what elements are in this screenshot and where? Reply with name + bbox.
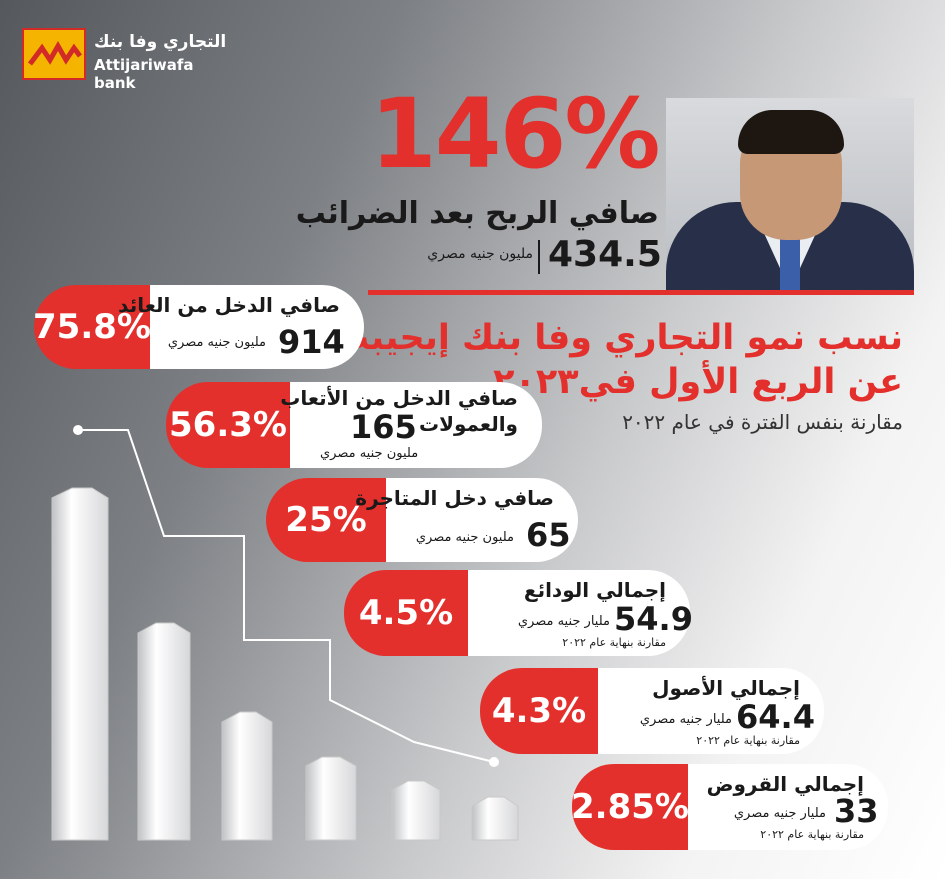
stat-card-label: صافي الدخل من الأتعاب	[280, 386, 518, 410]
net-profit-growth: 146%	[370, 78, 661, 190]
bank-logo: التجاري وفا بنك Attijariwafa bank	[22, 26, 232, 92]
divider	[538, 240, 540, 274]
stat-card-pct: 2.85%	[571, 764, 689, 850]
stat-card-body: صافي الدخل من العائد 914 مليون جنيه مصري	[118, 285, 364, 369]
stat-card-pct: 56.3%	[166, 382, 290, 468]
stat-card-label: صافي الدخل من العائد	[118, 293, 340, 317]
page-title-line1: نسب نمو التجاري وفا بنك إيجيبت	[333, 318, 903, 358]
stat-card-unit: مليون جنيه مصري	[415, 530, 514, 545]
stat-card-fee-income: 56.3% صافي الدخل من الأتعاب والعمولات 16…	[166, 382, 542, 468]
stat-card-pct: 75.8%	[33, 285, 151, 369]
stat-card-unit: مليار جنيه مصري	[733, 806, 826, 821]
stat-card-interest-income: 75.8% صافي الدخل من العائد 914 مليون جني…	[33, 285, 364, 369]
stat-card-label: إجمالي القروض	[706, 772, 864, 796]
stat-card-label: إجمالي الودائع	[523, 578, 666, 602]
stat-card-trading-income: 25% صافي دخل المتاجرة 65 مليون جنيه مصري	[266, 478, 578, 562]
stat-card-value: 65	[526, 516, 571, 554]
stat-card-comparison-note: مقارنة بنهاية عام ٢٠٢٢	[760, 828, 864, 841]
stat-card-value: 54.9	[614, 600, 693, 638]
stat-card-unit: مليار جنيه مصري	[517, 614, 610, 629]
stat-card-pct: 4.5%	[344, 570, 468, 656]
net-profit-unit: مليون جنيه مصري	[427, 246, 533, 262]
stat-card-pct: 4.3%	[480, 668, 598, 754]
stat-card-body: إجمالي القروض 33 مليار جنيه مصري مقارنة …	[688, 764, 888, 850]
stat-card-unit: مليار جنيه مصري	[639, 712, 732, 727]
stat-card-value: 914	[278, 323, 345, 361]
stat-card-pct: 25%	[266, 478, 386, 562]
net-profit-label: صافي الربح بعد الضرائب	[295, 196, 659, 231]
stat-card-body: إجمالي الأصول 64.4 مليار جنيه مصري مقارن…	[598, 668, 824, 754]
page-subtitle: مقارنة بنفس الفترة في عام ٢٠٢٢	[622, 410, 903, 434]
stat-card-deposits: 4.5% إجمالي الودائع 54.9 مليار جنيه مصري…	[344, 570, 693, 656]
stat-card-body: صافي دخل المتاجرة 65 مليون جنيه مصري	[355, 478, 578, 562]
stat-card-label: إجمالي الأصول	[652, 676, 800, 700]
logo-english-text: Attijariwafa bank	[94, 56, 194, 92]
stat-card-body: إجمالي الودائع 54.9 مليار جنيه مصري مقار…	[468, 570, 693, 656]
net-profit-value: 434.5	[548, 234, 662, 275]
stat-card-value: 165	[350, 408, 417, 446]
stat-card-loans: 2.85% إجمالي القروض 33 مليار جنيه مصري م…	[571, 764, 888, 850]
page-title-line2: عن الربع الأول في٢٠٢٣	[493, 362, 903, 402]
stat-card-label-line2: والعمولات	[418, 412, 518, 436]
logo-emblem-icon	[22, 28, 86, 80]
stat-card-value: 33	[834, 792, 879, 830]
executive-photo	[666, 98, 914, 290]
stat-card-assets: 4.3% إجمالي الأصول 64.4 مليار جنيه مصري …	[480, 668, 824, 754]
stat-card-label: صافي دخل المتاجرة	[355, 486, 554, 510]
stat-card-comparison-note: مقارنة بنهاية عام ٢٠٢٢	[696, 734, 800, 747]
divider	[368, 290, 914, 295]
stat-card-unit: مليون جنيه مصري	[320, 446, 419, 461]
stat-card-body: صافي الدخل من الأتعاب والعمولات 165 مليو…	[280, 382, 542, 468]
stat-card-value: 64.4	[736, 698, 815, 736]
stat-card-comparison-note: مقارنة بنهاية عام ٢٠٢٢	[562, 636, 666, 649]
stat-card-unit: مليون جنيه مصري	[167, 335, 266, 350]
logo-arabic-text: التجاري وفا بنك	[94, 32, 227, 52]
